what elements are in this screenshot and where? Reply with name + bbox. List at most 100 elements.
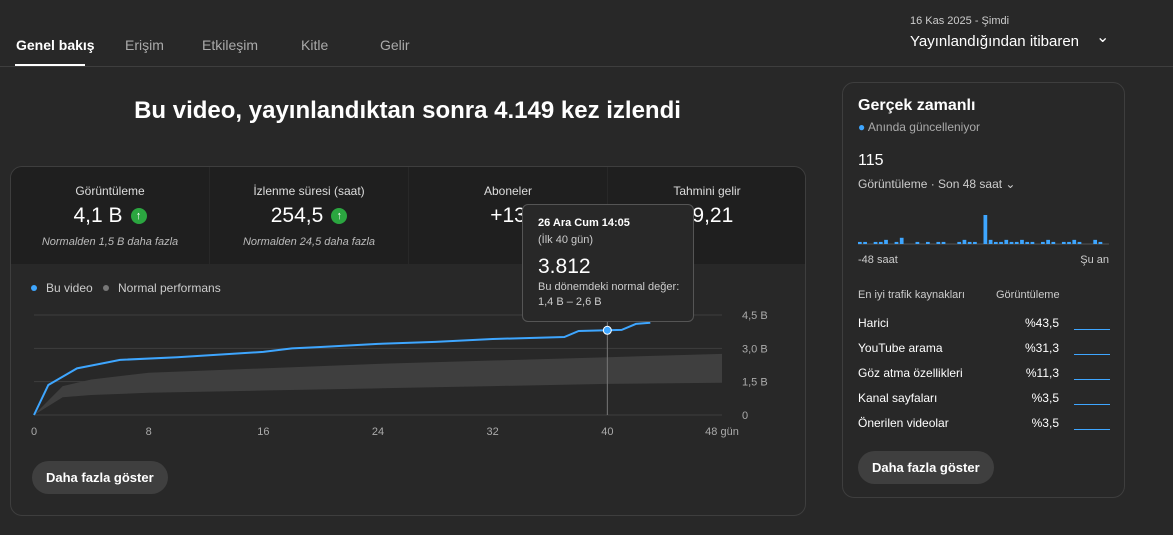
date-period[interactable]: 16 Kas 2025 - Şimdi: [910, 15, 1010, 27]
metric-label: Tahmini gelir: [673, 184, 741, 198]
metric-value: 254,5 ↑: [210, 204, 408, 228]
source-value: %11,3: [1025, 366, 1059, 380]
x-tick-label: 32: [487, 426, 499, 438]
realtime-bar: [957, 241, 962, 244]
y-tick-label: 4,5 B: [742, 310, 768, 322]
realtime-bar: [858, 241, 862, 244]
realtime-bar: [1030, 241, 1035, 244]
metric-note: Normalden 1,5 B daha fazla: [41, 236, 179, 248]
source-name: Harici: [858, 316, 889, 330]
realtime-bar: [999, 241, 1003, 244]
sparkline: [1074, 404, 1110, 405]
source-name: YouTube arama: [858, 341, 943, 355]
axis-end: Şu an: [1080, 254, 1109, 266]
source-value: %3,5: [1031, 416, 1059, 430]
more-button[interactable]: Daha fazla göster: [858, 451, 994, 484]
legend-dot: [103, 285, 109, 291]
sources-header: En iyi trafik kaynakları: [858, 289, 965, 301]
sparkline: [1074, 329, 1110, 330]
axis-start: -48 saat: [858, 254, 898, 266]
legend-label: Normal performans: [118, 281, 221, 295]
realtime-bar: [915, 241, 920, 244]
metric-label: İzlenme süresi (saat): [253, 184, 365, 198]
source-name: Göz atma özellikleri: [858, 366, 963, 380]
realtime-bar: [884, 239, 888, 244]
divider: [0, 66, 1173, 67]
metric-label: Görüntüleme: [75, 184, 145, 198]
realtime-bar: [936, 241, 941, 244]
realtime-bar: [1004, 239, 1009, 244]
normal-band: [34, 353, 722, 415]
legend-label: Bu video: [46, 281, 93, 295]
realtime-bar: [894, 241, 899, 244]
realtime-bar: [1067, 241, 1071, 244]
legend-dot: [31, 285, 37, 291]
source-value: %31,3: [1024, 341, 1059, 355]
realtime-bar: [1051, 241, 1056, 244]
tooltip-note: Bu dönemdeki normal değer:: [538, 281, 680, 293]
metric-number: 254,5: [270, 204, 324, 227]
realtime-bar: [973, 241, 977, 244]
metric-value: +13: [409, 204, 607, 228]
hover-point: [602, 325, 612, 335]
realtime-count: 115: [858, 152, 884, 169]
dropdown-icon[interactable]: ⌄: [1096, 29, 1110, 46]
x-tick-label: 8: [146, 426, 152, 438]
realtime-bar: [899, 237, 904, 244]
realtime-metric[interactable]: Görüntüleme · Son 48 saat ⌄: [858, 177, 1016, 191]
metric-value: 4,1 B ↑: [11, 204, 209, 228]
realtime-bar: [1014, 241, 1019, 244]
realtime-title: Gerçek zamanlı: [858, 97, 976, 114]
realtime-bar: [863, 241, 867, 244]
realtime-bar: [1046, 239, 1050, 244]
x-tick-label: 24: [372, 426, 384, 438]
source-value: %3,5: [1031, 391, 1059, 405]
tab[interactable]: Erişim: [125, 37, 164, 53]
realtime-bar: [925, 241, 930, 244]
y-tick-label: 1,5 B: [742, 377, 768, 389]
up-icon: ↑: [331, 208, 348, 224]
date-label[interactable]: Yayınlandığından itibaren: [910, 33, 1080, 50]
tab[interactable]: Genel bakış: [16, 37, 95, 53]
source-value: %43,5: [1024, 316, 1059, 330]
up-icon: ↑: [130, 208, 147, 224]
tab-underline: [15, 64, 85, 67]
more-button[interactable]: Daha fazla göster: [32, 461, 168, 494]
realtime-bar: [1025, 241, 1030, 244]
realtime-bar: [983, 215, 988, 244]
realtime-card: Gerçek zamanlı ● Anında güncelleniyor 11…: [842, 82, 1125, 498]
headline: Bu video, yayınlandıktan sonra 4.149 kez…: [134, 97, 681, 124]
realtime-bar: [878, 241, 883, 244]
x-tick-label: 48 gün: [705, 426, 739, 438]
sparkline: [1074, 379, 1110, 380]
x-tick-label: 40: [601, 426, 613, 438]
realtime-bar: [1098, 241, 1103, 244]
realtime-bar: [1020, 239, 1024, 244]
metric-text: Görüntüleme · Son 48 saat: [858, 177, 1003, 191]
sparkline: [1074, 354, 1110, 355]
sparkline: [1074, 429, 1110, 430]
tooltip-range: 1,4 B – 2,6 B: [538, 296, 602, 308]
realtime-bar: [1041, 241, 1045, 244]
sources-header: Görüntüleme: [996, 289, 1060, 301]
metric-label: Aboneler: [483, 184, 533, 198]
realtime-bar: [1077, 241, 1082, 244]
realtime-bar: [1061, 241, 1066, 244]
tab[interactable]: Gelir: [380, 37, 410, 53]
realtime-bar: [967, 241, 972, 244]
x-tick-label: 0: [31, 426, 37, 438]
realtime-bar: [1009, 241, 1014, 244]
realtime-status: ● Anında güncelleniyor: [858, 120, 980, 134]
realtime-bar: [993, 241, 998, 244]
realtime-bar: [873, 241, 878, 244]
x-tick-label: 16: [257, 426, 269, 438]
metric-note: Normalden 24,5 daha fazla: [242, 236, 376, 248]
tab[interactable]: Kitle: [301, 37, 329, 53]
y-tick-label: 0: [742, 410, 748, 422]
tooltip-title: 26 Ara Cum 14:05: [538, 217, 630, 229]
source-name: Kanal sayfaları: [858, 391, 938, 405]
tab[interactable]: Etkileşim: [202, 37, 259, 53]
metric-number: 4,1 B: [73, 204, 123, 227]
